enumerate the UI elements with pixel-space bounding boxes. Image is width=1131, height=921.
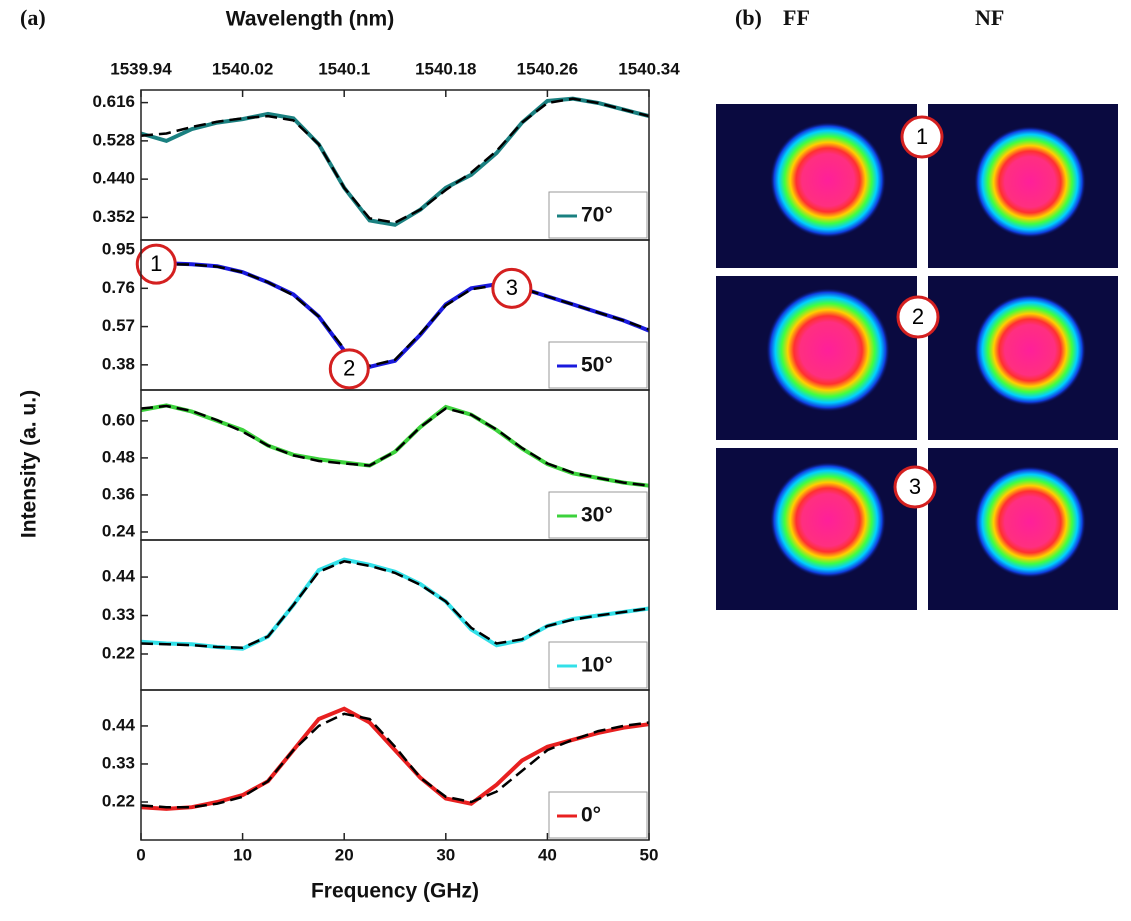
x2-tick-label: 1540.18 — [415, 59, 476, 78]
panel-label: (b) — [735, 5, 762, 30]
column-label: NF — [975, 5, 1004, 30]
annotation-marker — [491, 267, 533, 309]
panel-label: (a) — [20, 5, 46, 30]
plot-frame — [140, 689, 650, 841]
beam-images — [716, 104, 1118, 610]
beam — [766, 288, 890, 412]
x2-tick-label: 1540.34 — [618, 59, 680, 78]
marker-label: 2 — [912, 304, 924, 329]
y-tick-label: 0.22 — [102, 643, 135, 662]
y-tick-label: 0.76 — [102, 278, 135, 297]
y-tick-label: 0.352 — [92, 207, 135, 226]
beam — [770, 122, 886, 238]
x-tick-label: 50 — [640, 845, 659, 864]
x2-axis-title: Wavelength (nm) — [226, 8, 394, 31]
marker — [893, 465, 937, 509]
annotation-label: 2 — [343, 356, 355, 381]
x-tick-label: 0 — [136, 845, 145, 864]
data-line — [140, 96, 650, 227]
x2-tick-label: 1539.94 — [110, 59, 172, 78]
beam — [974, 126, 1086, 238]
fit-line — [140, 712, 650, 809]
y-tick-label: 0.440 — [92, 169, 135, 188]
marker — [900, 115, 944, 159]
y-tick-label: 0.36 — [102, 484, 135, 503]
annotation-marker — [328, 348, 370, 390]
legend-label: 0° — [581, 804, 601, 827]
marker-label: 3 — [909, 474, 921, 499]
x-tick-label: 10 — [233, 845, 252, 864]
y-tick-label: 0.44 — [102, 715, 136, 734]
annotation-marker — [135, 243, 177, 285]
y-tick-label: 0.528 — [92, 130, 135, 149]
x-axis-title: Frequency (GHz) — [311, 880, 479, 903]
fit-line — [140, 404, 650, 487]
y-axis-title: Intensity (a. u.) — [18, 390, 41, 538]
legend-label: 70° — [581, 204, 613, 227]
y-tick-label: 0.48 — [102, 447, 135, 466]
legend-label: 50° — [581, 354, 613, 377]
y-tick-label: 0.33 — [102, 753, 135, 772]
fit-line — [140, 262, 650, 368]
x2-tick-label: 1540.02 — [212, 59, 273, 78]
x-tick-label: 40 — [538, 845, 557, 864]
row-markers: 1 2 3 — [893, 115, 944, 509]
marker — [896, 295, 940, 339]
y-tick-label: 0.60 — [102, 410, 135, 429]
legend-label: 10° — [581, 654, 613, 677]
beam — [974, 466, 1086, 578]
y-tick-label: 0.22 — [102, 791, 135, 810]
beam — [770, 462, 886, 578]
annotation-label: 1 — [150, 251, 162, 276]
y-tick-label: 0.33 — [102, 605, 135, 624]
marker-label: 1 — [916, 124, 928, 149]
y-tick-label: 0.38 — [102, 354, 135, 373]
y-tick-label: 0.57 — [102, 316, 135, 335]
x2-tick-label: 1540.1 — [318, 59, 370, 78]
y-tick-label: 0.44 — [102, 567, 136, 586]
y-tick-label: 0.616 — [92, 92, 135, 111]
fit-line — [140, 560, 650, 649]
y-tick-label: 0.95 — [102, 240, 135, 259]
y-tick-label: 0.24 — [102, 521, 136, 540]
column-label: FF — [783, 5, 810, 30]
beam — [974, 294, 1086, 406]
x-tick-label: 20 — [335, 845, 354, 864]
x-tick-label: 30 — [436, 845, 455, 864]
annotation-label: 3 — [506, 275, 518, 300]
x2-tick-label: 1540.26 — [517, 59, 578, 78]
legend-label: 30° — [581, 504, 613, 527]
